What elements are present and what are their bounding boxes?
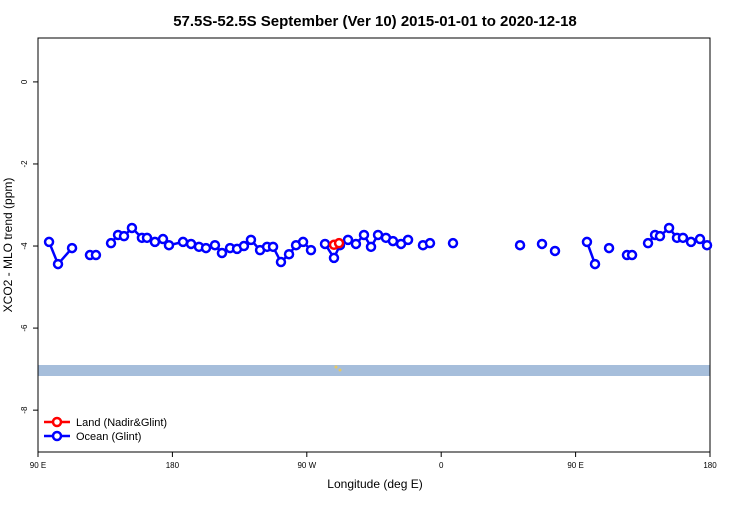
data-point	[358, 229, 370, 241]
data-point	[267, 241, 279, 253]
x-axis-label: Longitude (deg E)	[327, 477, 422, 491]
data-point	[245, 234, 257, 246]
data-point	[126, 222, 138, 234]
map-land	[338, 368, 342, 372]
data-point	[238, 240, 250, 252]
legend-marker	[51, 430, 63, 442]
y-tick-label: -2	[20, 160, 29, 168]
data-point	[536, 238, 548, 250]
data-point	[90, 249, 102, 261]
legend-label: Ocean (Glint)	[76, 431, 141, 443]
y-tick-label: -8	[20, 406, 29, 414]
data-point	[447, 237, 459, 249]
data-point	[581, 236, 593, 248]
data-point	[387, 235, 399, 247]
data-point	[589, 258, 601, 270]
x-tick-label: 0	[439, 461, 444, 470]
data-point	[663, 222, 675, 234]
data-point	[319, 238, 331, 250]
data-point	[328, 252, 340, 264]
y-tick-label: -4	[20, 242, 29, 250]
data-point	[549, 245, 561, 257]
legend-marker	[51, 416, 63, 428]
x-tick-label: 180	[166, 461, 180, 470]
data-point	[677, 232, 689, 244]
y-tick-label: -6	[20, 324, 29, 332]
data-point	[333, 237, 345, 249]
data-point	[52, 258, 64, 270]
data-point	[402, 234, 414, 246]
data-point	[141, 232, 153, 244]
data-point	[424, 237, 436, 249]
legend: Land (Nadir&Glint) Ocean (Glint)	[44, 416, 167, 443]
y-tick-label: 0	[20, 79, 29, 84]
data-point	[685, 236, 697, 248]
data-point	[365, 241, 377, 253]
data-point	[654, 230, 666, 242]
data-point	[701, 239, 713, 251]
y-axis-label: XCO2 - MLO trend (ppm)	[1, 178, 15, 313]
data-point	[514, 239, 526, 251]
data-point	[216, 247, 228, 259]
data-point	[283, 248, 295, 260]
data-point	[305, 244, 317, 256]
data-point	[275, 256, 287, 268]
x-tick-label: 90 E	[30, 461, 46, 470]
x-tick-label: 90 E	[567, 461, 583, 470]
data-point	[209, 239, 221, 251]
data-point	[642, 237, 654, 249]
data-point	[163, 239, 175, 251]
data-point	[177, 236, 189, 248]
chart-title: 57.5S-52.5S September (Ver 10) 2015-01-0…	[173, 13, 577, 30]
data-point	[105, 237, 117, 249]
data-point	[626, 249, 638, 261]
data-point	[66, 242, 78, 254]
data-point	[297, 236, 309, 248]
data-point	[342, 234, 354, 246]
legend-label: Land (Nadir&Glint)	[76, 417, 167, 429]
x-tick-label: 90 W	[297, 461, 316, 470]
data-point	[118, 230, 130, 242]
data-point	[43, 236, 55, 248]
data-point	[350, 238, 362, 250]
data-point	[200, 242, 212, 254]
data-point	[694, 233, 706, 245]
data-point	[157, 233, 169, 245]
map-strip	[38, 365, 710, 376]
data-point	[149, 236, 161, 248]
map-land	[334, 365, 338, 369]
data-point	[603, 242, 615, 254]
x-tick-label: 180	[703, 461, 717, 470]
